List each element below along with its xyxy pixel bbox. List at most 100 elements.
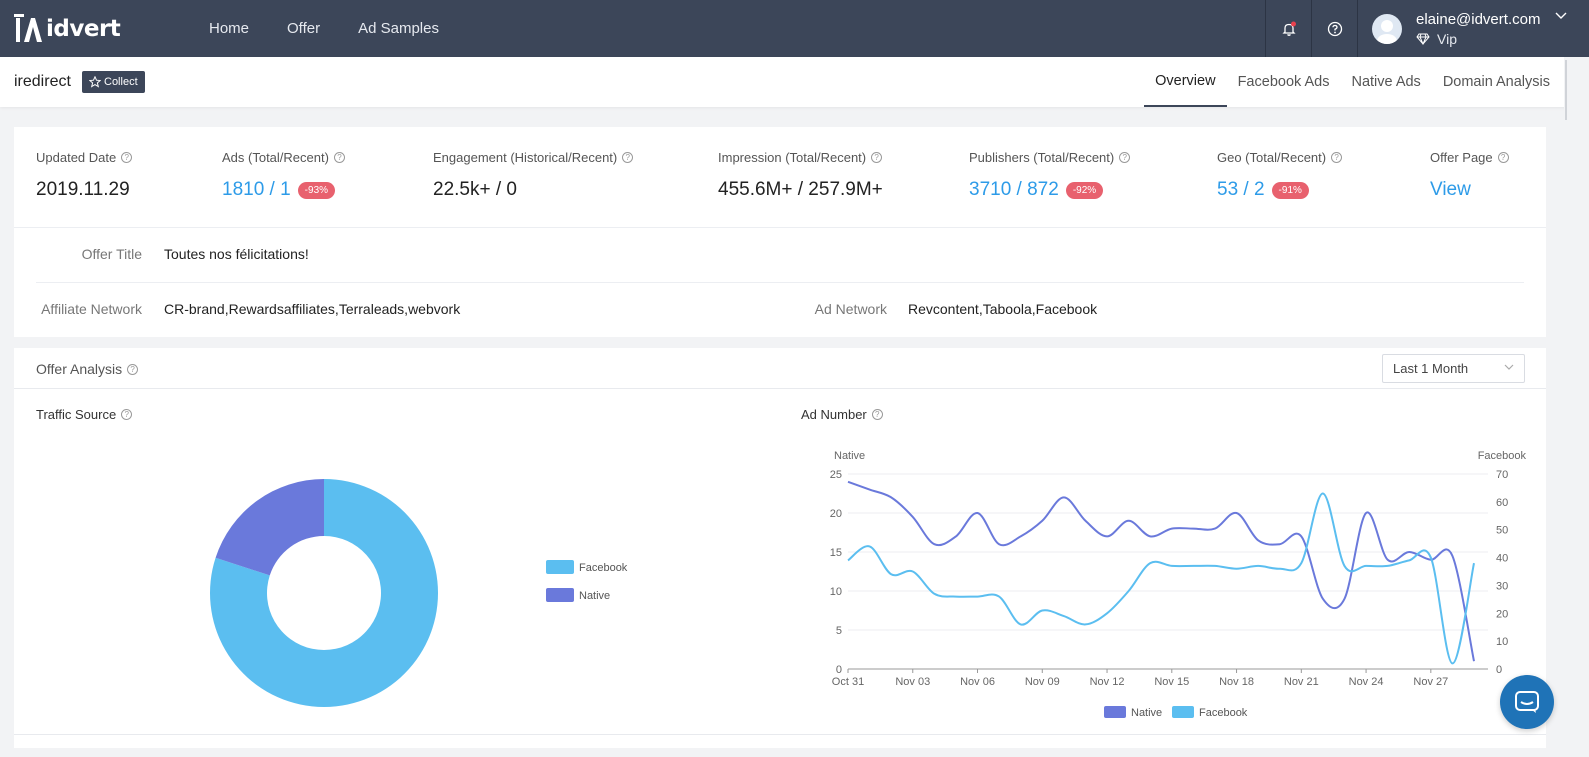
user-avatar-icon [1377, 19, 1397, 44]
ad-network-label: Ad Network [814, 301, 887, 317]
legend-label-native: Native [1131, 707, 1162, 719]
stat-geo: Geo (Total/Recent)? 53 / 2 -91% [1217, 150, 1343, 201]
x-tick-label: Oct 31 [832, 676, 864, 688]
stat-engagement: Engagement (Historical/Recent)? 22.5k+ /… [433, 150, 634, 201]
offer-title-value: Toutes nos félicitations! [164, 246, 309, 262]
stat-ads: Ads (Total/Recent)? 1810 / 1 -93% [222, 150, 345, 201]
user-menu[interactable]: elaine@idvert.com Vip [1357, 0, 1589, 57]
stat-label: Updated Date [36, 150, 117, 165]
date-range-value: Last 1 Month [1393, 361, 1469, 376]
ad-network-value: Revcontent,Taboola,Facebook [908, 301, 1098, 317]
tab-native-ads[interactable]: Native Ads [1351, 74, 1421, 90]
stat-label: Offer Page [1430, 150, 1493, 165]
left-axis-label: Native [834, 450, 865, 462]
ad-number-title: Ad Number [801, 407, 867, 422]
affiliate-network-label: Affiliate Network [41, 301, 142, 317]
question-icon[interactable]: ? [871, 409, 883, 420]
logo-text: idvert [46, 16, 121, 42]
right-axis-label: Facebook [1478, 450, 1527, 462]
question-icon[interactable]: ? [121, 409, 133, 420]
question-icon[interactable]: ? [1119, 152, 1131, 163]
stat-label: Impression (Total/Recent) [718, 150, 867, 165]
legend-swatch-native [1104, 706, 1126, 718]
logo[interactable]: idvert [14, 12, 121, 46]
ads-value-link[interactable]: 1810 / 1 [222, 179, 291, 200]
geo-value-link[interactable]: 53 / 2 [1217, 179, 1265, 200]
collect-label: Collect [104, 76, 138, 88]
question-icon[interactable]: ? [1497, 152, 1509, 163]
offer-analysis-card: Offer Analysis? Last 1 Month Traffic Sou… [14, 348, 1546, 748]
stat-label: Publishers (Total/Recent) [969, 150, 1115, 165]
offer-tabs: Overview Facebook Ads Native Ads Domain … [1144, 57, 1561, 107]
x-tick-label: Nov 18 [1219, 676, 1254, 688]
left-tick-label: 20 [830, 508, 842, 520]
stat-value: 455.6M+ / 257.9M+ [718, 179, 883, 200]
main-nav: Home Offer Ad Samples [209, 0, 477, 57]
legend-swatch-native [546, 588, 574, 602]
x-tick-label: Nov 27 [1413, 676, 1448, 688]
stat-impression: Impression (Total/Recent)? 455.6M+ / 257… [718, 150, 883, 201]
scrollbar-thumb[interactable] [1565, 60, 1567, 120]
right-tick-label: 10 [1496, 636, 1508, 648]
nav-offer[interactable]: Offer [287, 20, 321, 37]
question-icon[interactable]: ? [1331, 152, 1343, 163]
top-navigation-bar: idvert Home Offer Ad Samples [0, 0, 1589, 57]
chevron-down-icon [1555, 12, 1567, 19]
question-icon[interactable]: ? [121, 152, 133, 163]
left-tick-label: 25 [830, 469, 842, 481]
offer-name: iredirect [14, 73, 71, 90]
chevron-down-icon [1504, 364, 1514, 370]
question-icon[interactable]: ? [871, 152, 883, 163]
logo-mark-icon [14, 14, 42, 42]
chat-icon [1515, 691, 1539, 713]
scrollbar-track[interactable] [1564, 57, 1589, 757]
date-range-select[interactable]: Last 1 Month [1382, 354, 1525, 383]
stat-value: 2019.11.29 [36, 179, 130, 200]
user-level: Vip [1437, 30, 1457, 47]
question-icon[interactable]: ? [127, 363, 139, 375]
bell-icon [1281, 21, 1296, 36]
tab-domain-analysis[interactable]: Domain Analysis [1442, 74, 1550, 90]
legend-label-native: Native [579, 590, 610, 602]
question-icon[interactable]: ? [622, 152, 634, 163]
change-badge: -91% [1271, 181, 1309, 199]
right-tick-label: 30 [1496, 580, 1508, 592]
divider [36, 282, 1524, 283]
stat-updated-date: Updated Date? 2019.11.29 [36, 150, 133, 201]
right-tick-label: 40 [1496, 553, 1508, 565]
divider [14, 227, 1546, 228]
nav-ad-samples[interactable]: Ad Samples [358, 20, 439, 37]
stat-label: Geo (Total/Recent) [1217, 150, 1327, 165]
left-tick-label: 5 [836, 625, 842, 637]
right-tick-label: 70 [1496, 469, 1508, 481]
view-offer-page-link[interactable]: View [1430, 179, 1471, 200]
x-tick-label: Nov 12 [1090, 676, 1125, 688]
offer-title-label: Offer Title [81, 246, 142, 262]
analysis-header: Offer Analysis? Last 1 Month [14, 348, 1546, 389]
diamond-icon [1416, 33, 1430, 45]
chat-support-button[interactable] [1500, 675, 1554, 729]
affiliate-network-value: CR-brand,Rewardsaffiliates,Terraleads,we… [164, 301, 461, 317]
legend-label-facebook: Facebook [1199, 707, 1248, 719]
help-button[interactable] [1311, 0, 1357, 57]
right-tick-label: 0 [1496, 664, 1502, 676]
question-icon[interactable]: ? [333, 152, 345, 163]
legend-swatch-facebook [1172, 706, 1194, 718]
stat-value: 22.5k+ / 0 [433, 179, 517, 200]
left-tick-label: 0 [836, 664, 842, 676]
left-tick-label: 10 [830, 586, 842, 598]
stat-label: Engagement (Historical/Recent) [433, 150, 618, 165]
tab-facebook-ads[interactable]: Facebook Ads [1237, 74, 1330, 90]
change-badge: -92% [1065, 181, 1104, 199]
tab-overview[interactable]: Overview [1144, 57, 1227, 107]
user-email: elaine@idvert.com [1416, 10, 1541, 28]
series-line-native [847, 480, 1475, 662]
series-line-facebook [847, 492, 1475, 665]
traffic-source-title: Traffic Source [36, 407, 117, 422]
notifications-button[interactable] [1265, 0, 1311, 57]
nav-home[interactable]: Home [209, 20, 250, 37]
divider [14, 734, 1546, 735]
right-tick-label: 60 [1496, 497, 1508, 509]
collect-button[interactable]: Collect [82, 71, 145, 93]
publishers-value-link[interactable]: 3710 / 872 [969, 179, 1059, 200]
